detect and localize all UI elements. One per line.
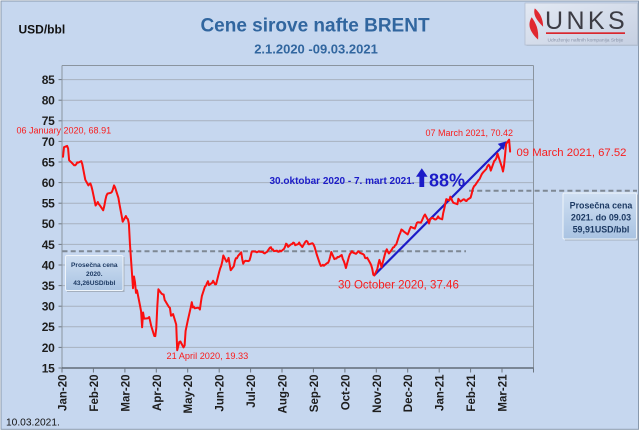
- svg-text:Udruženje naftnih kompanija Sr: Udruženje naftnih kompanija Srbije: [548, 37, 624, 43]
- svg-text:Prosečna cena: Prosečna cena: [570, 201, 633, 211]
- svg-text:Jul-20: Jul-20: [246, 375, 258, 408]
- svg-text:Feb-20: Feb-20: [89, 375, 101, 412]
- svg-text:Aug-20: Aug-20: [278, 375, 290, 414]
- svg-text:Nov-20: Nov-20: [372, 375, 384, 413]
- svg-text:80: 80: [42, 94, 55, 108]
- svg-text:2021. do 09.03: 2021. do 09.03: [571, 213, 631, 223]
- svg-text:30 October 2020, 37.46: 30 October 2020, 37.46: [338, 280, 459, 292]
- svg-text:45: 45: [42, 238, 55, 252]
- svg-text:75: 75: [42, 114, 55, 128]
- svg-text:88%: 88%: [429, 170, 465, 190]
- svg-text:21 April 2020, 19.33: 21 April 2020, 19.33: [167, 351, 249, 361]
- svg-text:30.oktobar 2020 - 7. mart 2021: 30.oktobar 2020 - 7. mart 2021.: [270, 176, 415, 187]
- svg-text:Jun-20: Jun-20: [215, 375, 227, 412]
- svg-text:Jan-20: Jan-20: [58, 375, 70, 411]
- svg-text:06 January 2020, 68.91: 06 January 2020, 68.91: [17, 126, 112, 136]
- svg-text:40: 40: [42, 258, 55, 272]
- svg-text:15: 15: [42, 361, 55, 375]
- svg-text:2020.: 2020.: [86, 271, 103, 278]
- svg-text:60: 60: [42, 176, 55, 190]
- svg-text:May-20: May-20: [183, 375, 195, 414]
- svg-text:Jan-21: Jan-21: [435, 374, 447, 411]
- svg-text:55: 55: [42, 197, 55, 211]
- svg-text:Apr-20: Apr-20: [152, 375, 164, 411]
- svg-text:35: 35: [42, 279, 55, 293]
- svg-text:50: 50: [42, 217, 55, 231]
- svg-text:10.03.2021.: 10.03.2021.: [6, 417, 60, 428]
- svg-text:85: 85: [42, 73, 55, 87]
- svg-text:Feb-21: Feb-21: [466, 374, 478, 412]
- svg-text:Mar-21: Mar-21: [498, 374, 510, 412]
- svg-text:2.1.2020 -09.03.2021: 2.1.2020 -09.03.2021: [254, 42, 378, 57]
- svg-text:Oct-20: Oct-20: [340, 375, 352, 411]
- svg-text:30: 30: [42, 300, 55, 314]
- svg-text:USD/bbl: USD/bbl: [19, 22, 66, 36]
- svg-text:65: 65: [42, 155, 55, 169]
- svg-text:UNKS: UNKS: [545, 7, 628, 35]
- svg-text:25: 25: [42, 320, 55, 334]
- svg-text:Sep-20: Sep-20: [309, 375, 321, 413]
- svg-text:59,91USD/bbl: 59,91USD/bbl: [573, 224, 630, 234]
- svg-text:43,26USD/bbl: 43,26USD/bbl: [73, 280, 115, 287]
- svg-text:07 March 2021, 70.42: 07 March 2021, 70.42: [426, 128, 514, 138]
- svg-text:Cene sirove nafte BRENT: Cene sirove nafte BRENT: [200, 16, 430, 37]
- svg-text:Dec-20: Dec-20: [403, 375, 415, 413]
- svg-text:Prosečna cena: Prosečna cena: [71, 262, 118, 269]
- svg-text:20: 20: [42, 341, 55, 355]
- svg-text:Mar-20: Mar-20: [120, 375, 132, 412]
- svg-text:09 March 2021, 67.52: 09 March 2021, 67.52: [517, 147, 627, 159]
- svg-text:70: 70: [42, 135, 55, 149]
